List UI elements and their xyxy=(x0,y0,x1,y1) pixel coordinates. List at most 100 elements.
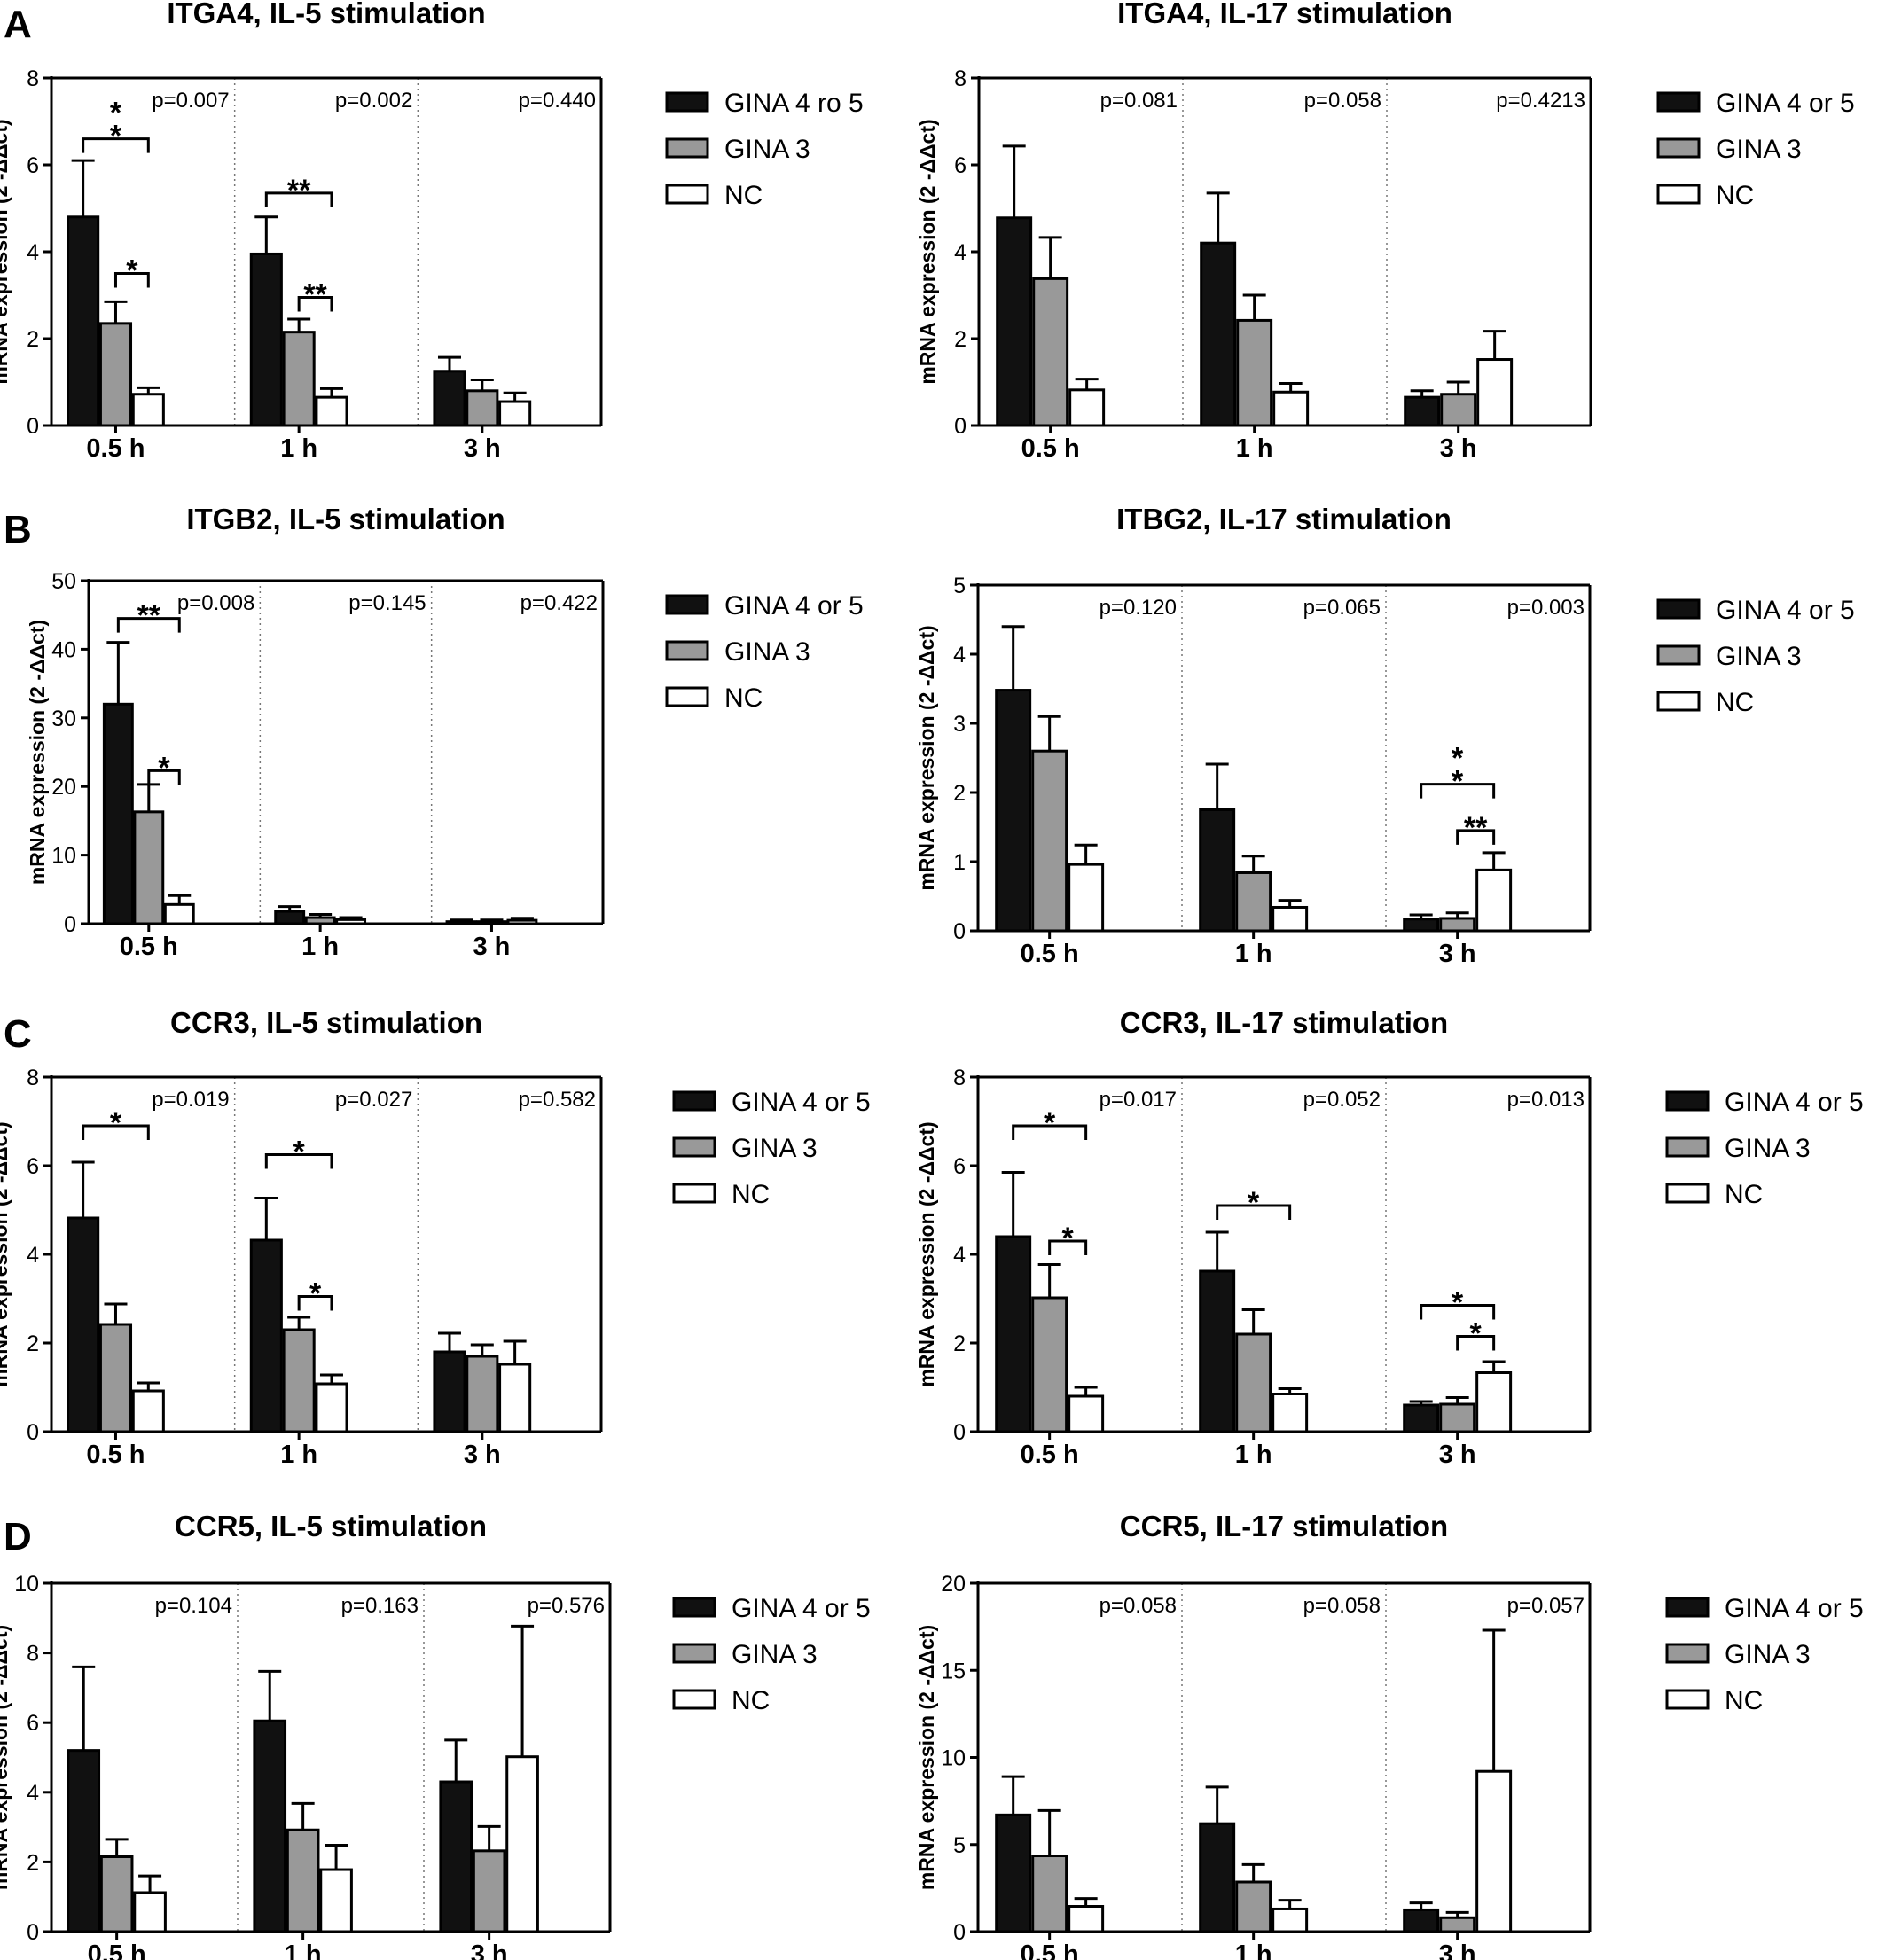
y-tick-label: 0 xyxy=(27,1920,39,1945)
p-value: p=0.019 xyxy=(152,1088,229,1112)
nc-bar xyxy=(1475,1371,1513,1433)
significance-stars: * xyxy=(126,254,138,288)
y-tick-label: 20 xyxy=(51,775,76,800)
legend-swatch xyxy=(1656,91,1701,113)
legend-label: GINA 4 or 5 xyxy=(1716,596,1855,625)
gina45-bar xyxy=(1199,1269,1236,1433)
y-axis-label: mRNA expression (2 -ΔΔct) xyxy=(916,119,939,384)
y-tick-label: 10 xyxy=(14,1572,39,1597)
y-tick-label: 5 xyxy=(953,574,966,598)
chart-title: ITBG2, IL-17 stimulation xyxy=(1116,503,1452,535)
nc-bar xyxy=(1272,905,1309,933)
gina45-bar xyxy=(995,1235,1032,1433)
nc-bar xyxy=(315,1382,348,1433)
gina3-bar xyxy=(1439,917,1476,933)
gina45-bar xyxy=(253,1719,287,1933)
significance-bracket xyxy=(1012,1124,1088,1140)
legend-swatch xyxy=(1656,137,1701,159)
legend-swatch xyxy=(672,1597,716,1618)
gina3-bar xyxy=(286,1828,320,1933)
y-axis-label: mRNA expression (2 -ΔΔct) xyxy=(915,1121,938,1386)
legend-swatch xyxy=(672,1136,716,1158)
y-tick-label: 50 xyxy=(51,569,76,594)
legend-swatch xyxy=(1656,598,1701,620)
x-tick-label: 0.5 h xyxy=(1021,1940,1079,1960)
panel-letter: D xyxy=(4,1515,32,1558)
p-value: p=0.013 xyxy=(1507,1088,1585,1112)
legend-label: GINA 4 or 5 xyxy=(1725,1088,1864,1117)
gina45-bar xyxy=(67,1216,100,1433)
significance-bracket xyxy=(82,1124,150,1140)
y-tick-label: 8 xyxy=(27,1642,39,1667)
nc-bar xyxy=(1068,1905,1105,1933)
x-tick-label: 3 h xyxy=(1439,1940,1476,1960)
gina45-bar xyxy=(439,1780,473,1933)
nc-bar xyxy=(163,902,195,925)
legend-swatch xyxy=(665,594,709,615)
x-tick-label: 0.5 h xyxy=(1021,434,1080,463)
y-tick-label: 3 xyxy=(953,712,966,737)
y-axis-label: mRNA expression (2 -ΔΔct) xyxy=(915,625,938,890)
nc-bar xyxy=(1475,868,1513,933)
gina45-bar xyxy=(1403,918,1440,933)
gina3-bar xyxy=(1440,393,1477,427)
x-tick-label: 3 h xyxy=(1439,1441,1476,1469)
chart-title: CCR3, IL-17 stimulation xyxy=(1120,1006,1448,1039)
p-value: p=0.576 xyxy=(528,1594,605,1618)
significance-stars: * xyxy=(110,120,122,153)
p-value: p=0.065 xyxy=(1303,596,1381,620)
significance-bracket xyxy=(1420,783,1496,799)
legend-label: GINA 3 xyxy=(1725,1640,1811,1669)
gina3-bar xyxy=(1439,1402,1476,1433)
legend-label: GINA 3 xyxy=(732,1134,818,1163)
significance-bracket xyxy=(264,191,333,207)
x-tick-label: 3 h xyxy=(471,1940,508,1960)
legend-label: GINA 4 or 5 xyxy=(732,1088,871,1117)
gina45-bar xyxy=(1403,1908,1440,1933)
significance-bracket xyxy=(82,137,150,153)
legend-label: NC xyxy=(1725,1180,1763,1209)
nc-bar xyxy=(1272,1907,1309,1933)
gina3-bar xyxy=(1032,277,1069,427)
y-tick-label: 6 xyxy=(27,153,39,178)
gina45-bar xyxy=(249,1238,283,1433)
gina3-bar xyxy=(1031,1296,1068,1433)
significance-stars: * xyxy=(110,97,122,130)
chart-panel: D CCR5, IL-5 stimulation mRNA expression (… xyxy=(0,1510,871,1960)
y-tick-label: 4 xyxy=(27,1781,39,1806)
legend-label: GINA 4 or 5 xyxy=(724,591,864,621)
p-value: p=0.057 xyxy=(1507,1594,1585,1618)
significance-stars: * xyxy=(158,751,170,785)
x-tick-label: 0.5 h xyxy=(120,933,178,961)
y-tick-label: 5 xyxy=(953,1833,966,1858)
y-tick-label: 4 xyxy=(953,643,966,668)
y-tick-label: 2 xyxy=(27,1850,39,1875)
x-tick-label: 1 h xyxy=(280,434,317,463)
p-value: p=0.4213 xyxy=(1496,89,1585,113)
significance-bracket xyxy=(1420,1304,1496,1320)
gina45-bar xyxy=(274,910,306,925)
gina3-bar xyxy=(98,1323,133,1433)
y-tick-label: 0 xyxy=(953,1420,966,1445)
gina3-bar xyxy=(466,1355,499,1433)
p-value: p=0.440 xyxy=(519,89,596,113)
legend-label: GINA 4 or 5 xyxy=(732,1594,871,1623)
y-tick-label: 2 xyxy=(27,1331,39,1356)
y-tick-label: 4 xyxy=(954,240,966,265)
x-tick-label: 0.5 h xyxy=(86,434,145,463)
gina3-bar xyxy=(1236,318,1273,427)
nc-bar xyxy=(315,395,348,427)
significance-bracket xyxy=(116,617,181,633)
gina45-bar xyxy=(102,702,134,925)
chart-panel: CCR3, IL-17 stimulation mRNA expression (… xyxy=(915,1006,1864,1469)
x-tick-label: 1 h xyxy=(285,1940,322,1960)
legend-swatch xyxy=(665,91,709,113)
x-tick-label: 3 h xyxy=(464,434,501,463)
significance-bracket xyxy=(264,1153,333,1169)
significance-stars: * xyxy=(1062,1222,1075,1255)
x-tick-label: 1 h xyxy=(1235,1940,1272,1960)
gina45-bar xyxy=(1199,808,1236,933)
legend-label: NC xyxy=(1725,1686,1763,1715)
significance-bracket xyxy=(1048,1239,1088,1255)
